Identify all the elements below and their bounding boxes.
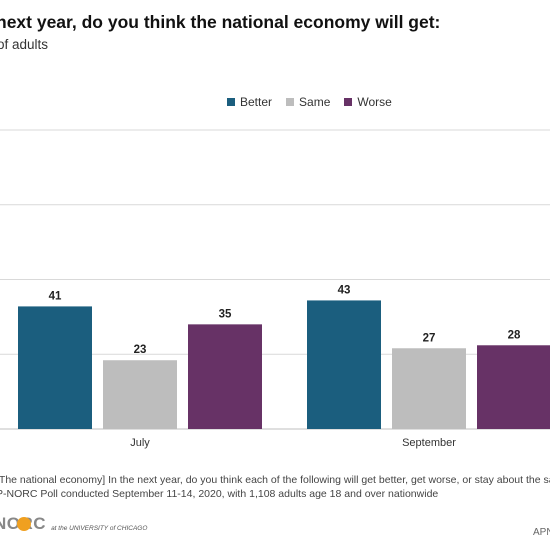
question-note: [The national economy] In the next year,…	[0, 474, 550, 486]
legend-swatch-same	[286, 98, 295, 106]
source-note: P-NORC Poll conducted September 11-14, 2…	[0, 488, 439, 500]
ap-mark: APN	[533, 527, 550, 538]
data-label-same-july: 23	[134, 344, 147, 356]
chart-subtitle: of adults	[0, 37, 49, 52]
legend-item-worse: Worse	[344, 95, 392, 109]
bar-chart: 41 23 35 July 43 27 28 September	[0, 129, 550, 449]
data-label-worse-september: 28	[508, 329, 521, 341]
legend-swatch-better	[227, 98, 235, 106]
legend: Better Same Worse	[227, 95, 392, 109]
category-label-september: September	[402, 437, 456, 449]
legend-item-better: Better	[227, 95, 272, 109]
legend-swatch-worse	[344, 98, 353, 106]
category-label-july: July	[130, 437, 150, 449]
norc-logo: NORC at the UNIVERSITY of CHICAGO	[0, 514, 147, 534]
bar-same-september	[392, 348, 466, 429]
bar-better-july	[18, 306, 92, 429]
data-label-same-september: 27	[423, 332, 436, 344]
logo-dot-icon	[17, 517, 31, 531]
legend-label-better: Better	[240, 95, 273, 109]
data-label-better-september: 43	[338, 284, 351, 296]
chart-title: next year, do you think the national eco…	[0, 12, 441, 32]
legend-label-worse: Worse	[357, 95, 392, 109]
bar-worse-september	[477, 345, 550, 429]
legend-item-same: Same	[286, 95, 330, 109]
bar-same-july	[103, 360, 177, 429]
data-label-better-july: 41	[49, 290, 62, 302]
bar-better-september	[307, 300, 381, 429]
bar-worse-july	[188, 324, 262, 429]
legend-label-same: Same	[299, 95, 331, 109]
logo-subtext: at the UNIVERSITY of CHICAGO	[51, 525, 148, 532]
data-label-worse-july: 35	[219, 308, 232, 320]
